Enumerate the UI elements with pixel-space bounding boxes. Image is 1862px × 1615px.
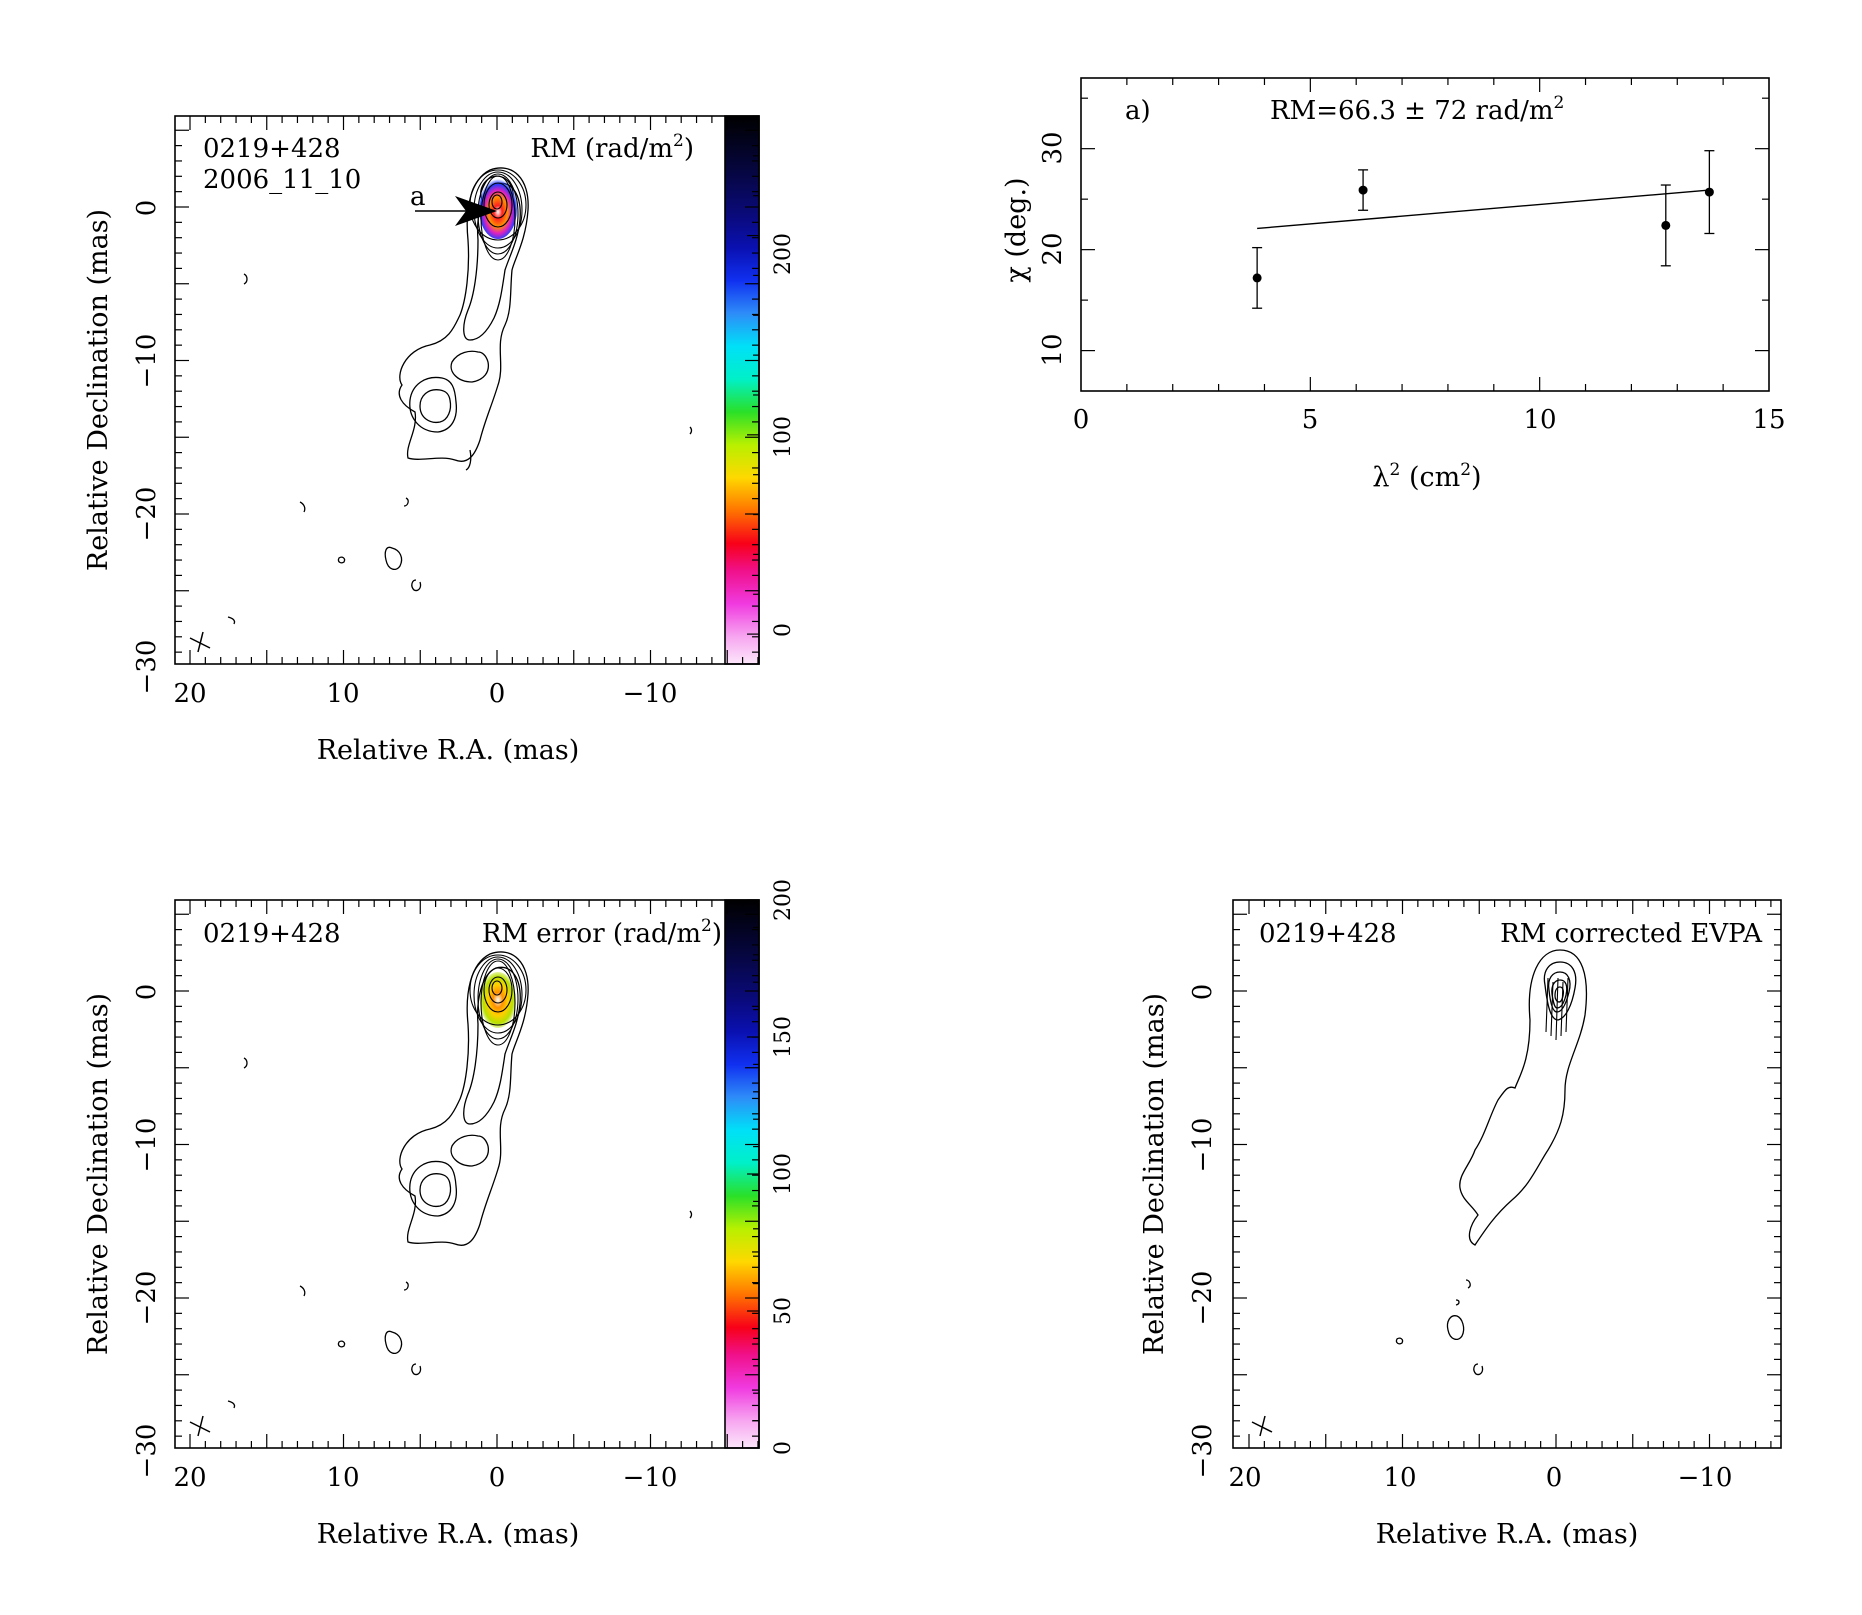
rm-fit-xtick-15: 15 [1752,405,1785,435]
rm-error-colorbar-tick-150: 150 [771,1016,796,1058]
fit-line [1257,189,1710,230]
source-name: 0219+428 [203,919,341,949]
beam-cross [1251,1415,1273,1437]
data-point-2 [1358,185,1368,195]
evpa-ytick-m30: −30 [1188,1424,1218,1479]
rm-fit-panel: a) RM=66.3 ± 72 rad/m2 0 5 10 15 10 20 3… [1001,77,1786,493]
rm-colorbar-tick-0: 0 [771,623,796,637]
source-name: 0219+428 [203,134,341,164]
rm-fit-ylabel: χ (deg.) [1001,177,1032,282]
evpa-ytick-m10: −10 [1188,1118,1218,1173]
rm-error-colorbar-tick-50: 50 [771,1297,796,1325]
epoch-label: 2006_11_10 [203,165,361,195]
evpa-ytick-m20: −20 [1188,1271,1218,1326]
marker-arrow [415,196,497,226]
rm-map-xtick-m10: −10 [623,679,678,709]
rm-colorbar-fill [725,116,759,664]
rm-error-contours [227,951,693,1409]
rm-map-contours [227,167,693,625]
evpa-vector [1560,981,1564,1037]
rm-error-ytick-m20: −20 [132,1271,162,1326]
rm-map-ytick-m30: −30 [132,640,162,695]
marker-label: a [410,182,426,212]
rm-map-frame [174,115,760,665]
evpa-xlabel: Relative R.A. (mas) [1376,1519,1639,1550]
evpa-map-frame [1232,899,1782,1449]
rm-fit-xtick-0: 0 [1073,405,1090,435]
evpa-vector [1545,977,1549,1033]
evpa-vectors [1545,977,1569,1041]
evpa-contours [1395,949,1588,1376]
rm-error-colorbar-tick-100: 100 [771,1153,796,1195]
rm-fit-ytick-30: 30 [1038,131,1068,164]
rm-error-map-panel: 0 50 100 150 200 0219+428 RM error (rad/… [83,879,796,1550]
rm-error-ytick-0: 0 [132,984,162,1001]
rm-error-quantity-label: RM error (rad/m2) [482,916,722,949]
rm-error-colorbar-tick-200: 200 [771,879,796,921]
evpa-xtick-m10: −10 [1678,1463,1733,1493]
rm-error-xtick-10: 10 [326,1463,359,1493]
panel-tag: a) [1125,96,1151,126]
rm-map-ylabel: Relative Declination (mas) [83,209,114,571]
rm-error-colorbar-tick-0: 0 [771,1441,796,1455]
data-point-4 [1704,187,1714,197]
rm-map-xlabel: Relative R.A. (mas) [317,735,580,766]
rm-fit-xtick-5: 5 [1302,405,1319,435]
rm-map-panel: a 0 100 200 0219+428 2006_11_10 RM (rad/… [83,115,796,766]
rm-map-ytick-0: 0 [132,200,162,217]
rm-error-xtick-0: 0 [489,1463,506,1493]
rm-map-xtick-10: 10 [326,679,359,709]
evpa-ytick-0: 0 [1188,984,1218,1001]
evpa-quantity-label: RM corrected EVPA [1500,919,1763,949]
rm-error-core-contours [469,954,527,1046]
rm-error-ylabel: Relative Declination (mas) [83,993,114,1355]
evpa-xtick-20: 20 [1228,1463,1261,1493]
rm-fit-ytick-10: 10 [1038,333,1068,366]
source-name: 0219+428 [1259,919,1397,949]
rm-map-xtick-0: 0 [489,679,506,709]
rm-colorbar-tick-100: 100 [771,416,796,458]
rm-colorbar-tick-200: 200 [771,233,796,275]
evpa-ylabel: Relative Declination (mas) [1139,993,1170,1355]
rm-map-ytick-m20: −20 [132,487,162,542]
rm-error-xlabel: Relative R.A. (mas) [317,1519,580,1550]
rm-error-colorbar: 0 50 100 150 200 [724,879,796,1455]
rm-error-map-frame [174,899,760,1449]
rm-fit-xtick-10: 10 [1523,405,1556,435]
rm-fit-frame [1080,77,1770,392]
rm-error-ytick-m10: −10 [132,1118,162,1173]
evpa-xtick-0: 0 [1546,1463,1563,1493]
rm-map-ytick-m10: −10 [132,334,162,389]
data-point-3 [1661,220,1671,230]
rm-map-xtick-20: 20 [173,679,206,709]
rm-colorbar: 0 100 200 [724,115,796,665]
rm-error-xtick-20: 20 [173,1463,206,1493]
rm-fit-annotation: RM=66.3 ± 72 rad/m2 [1270,93,1564,126]
beam-cross [189,631,211,653]
evpa-vector [1555,977,1559,1041]
rm-fit-xlabel: λ2 (cm2) [1372,460,1481,493]
beam-cross [189,1415,211,1437]
evpa-xtick-10: 10 [1383,1463,1416,1493]
evpa-vector [1565,977,1569,1033]
rm-fit-ytick-20: 20 [1038,232,1068,265]
rm-error-ytick-m30: −30 [132,1424,162,1479]
evpa-vector [1550,981,1554,1037]
rm-quantity-label: RM (rad/m2) [530,131,694,164]
data-point-1 [1252,273,1262,283]
rm-error-xtick-m10: −10 [623,1463,678,1493]
evpa-map-panel: 0219+428 RM corrected EVPA 20 10 0 −10 0… [1139,899,1782,1550]
